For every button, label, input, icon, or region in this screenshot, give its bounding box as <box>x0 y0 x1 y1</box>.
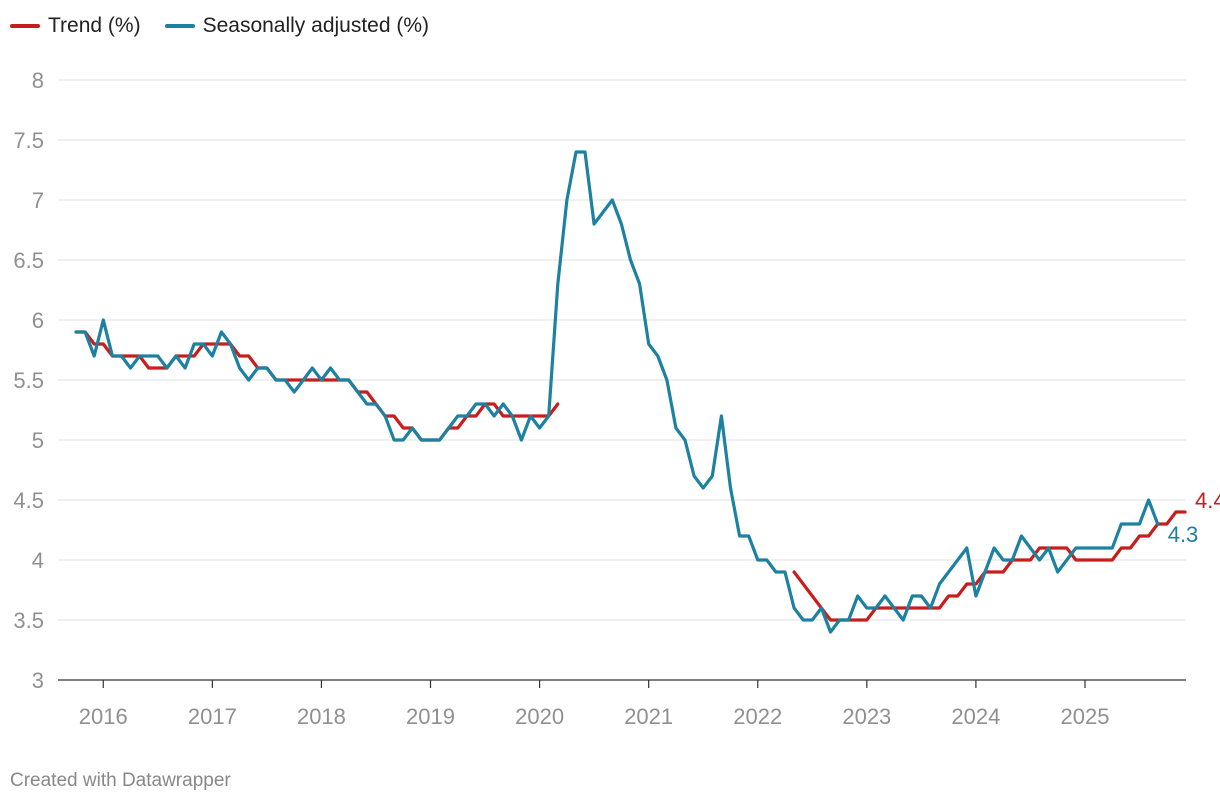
legend-item-seasonally-adjusted: Seasonally adjusted (%) <box>164 14 430 38</box>
x-tick-label: 2020 <box>515 704 564 729</box>
x-tick-label: 2025 <box>1061 704 1110 729</box>
y-tick-label: 3.5 <box>13 608 44 633</box>
x-tick-label: 2018 <box>297 704 346 729</box>
y-tick-label: 5.5 <box>13 368 44 393</box>
y-tick-label: 5 <box>32 428 44 453</box>
x-tick-label: 2016 <box>79 704 128 729</box>
legend-item-trend: Trend (%) <box>10 14 141 38</box>
legend-label-trend: Trend (%) <box>48 14 141 37</box>
y-tick-label: 8 <box>32 68 44 93</box>
end-label-trend: 4.4 <box>1195 488 1220 513</box>
credit-footer: Created with Datawrapper <box>10 770 231 791</box>
y-tick-label: 3 <box>32 668 44 693</box>
legend-swatch-trend <box>10 24 40 28</box>
y-tick-label: 6.5 <box>13 248 44 273</box>
y-tick-label: 7.5 <box>13 128 44 153</box>
x-tick-label: 2022 <box>733 704 782 729</box>
end-label-seasonally-adjusted: 4.3 <box>1168 522 1199 547</box>
series-line-trend <box>74 330 1187 622</box>
x-tick-label: 2024 <box>951 704 1000 729</box>
y-tick-label: 7 <box>32 188 44 213</box>
y-tick-label: 6 <box>32 308 44 333</box>
chart-legend: Trend (%) Seasonally adjusted (%) <box>10 14 429 38</box>
y-tick-label: 4 <box>32 548 44 573</box>
x-tick-label: 2023 <box>842 704 891 729</box>
legend-swatch-seasonally-adjusted <box>164 24 195 28</box>
series-line-seasonally-adjusted <box>74 150 1160 634</box>
x-tick-label: 2017 <box>188 704 237 729</box>
x-tick-label: 2019 <box>406 704 455 729</box>
x-tick-label: 2021 <box>624 704 673 729</box>
legend-label-seasonally-adjusted: Seasonally adjusted (%) <box>202 14 430 37</box>
y-tick-label: 4.5 <box>13 488 44 513</box>
